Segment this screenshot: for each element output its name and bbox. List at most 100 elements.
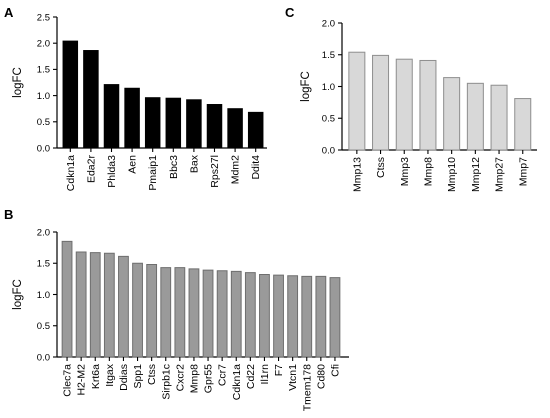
category-label-mmp12: Mmp12 [470, 157, 482, 192]
category-label-il1rn: Il1rn [259, 364, 271, 385]
bar-bbc3 [166, 98, 181, 148]
bar-cxcr2 [175, 268, 185, 357]
panel-letter-b: B [4, 207, 13, 222]
category-label-mmp7: Mmp7 [517, 157, 529, 186]
bar-mmp8 [420, 60, 436, 150]
bar-mmp13 [349, 52, 365, 150]
bar-eda2r [84, 51, 99, 148]
bar-ctss [147, 265, 157, 358]
bar-cdkn1a [63, 41, 78, 148]
y-tick-label: 0.5 [37, 321, 50, 332]
y-tick-label: 0.5 [322, 114, 335, 125]
panel-letter-c: C [285, 5, 295, 20]
bar-clec7a [62, 241, 72, 357]
category-label-ctss: Ctss [375, 157, 387, 178]
y-tick-label: 1.5 [37, 65, 50, 76]
bar-mmp3 [396, 59, 412, 150]
category-label-sirpb1c: Sirpb1c [160, 364, 172, 400]
bar-bax [187, 100, 202, 148]
bar-mmp10 [444, 78, 460, 150]
category-label-aen: Aen [127, 155, 139, 174]
category-label-ddias: Ddias [118, 364, 130, 391]
y-axis-title: logFC [12, 279, 24, 310]
y-tick-label: 0.0 [37, 352, 50, 363]
bar-tmem178 [302, 276, 312, 357]
category-label-ctss: Ctss [146, 364, 158, 385]
category-label-mmp8: Mmp8 [188, 364, 200, 393]
y-axis-title: logFC [300, 71, 312, 102]
y-tick-label: 0.5 [37, 117, 50, 128]
chart-panel-c: C 0.0 0.5 1.0 1.5 2.0 logFC Mmp13 Ctss Mmp3 Mmp8 Mm… [285, 5, 537, 192]
bar-itgax [104, 253, 114, 357]
bar-mmp8 [189, 269, 199, 357]
bar-ctss [373, 55, 389, 150]
y-tick-label: 0.0 [322, 145, 335, 156]
bar-cd80 [316, 276, 326, 357]
category-label-phlda3: Phlda3 [106, 155, 118, 188]
y-tick-label: 2.0 [37, 39, 50, 50]
category-label-spp1: Spp1 [132, 364, 144, 389]
category-label-mmp8: Mmp8 [422, 157, 434, 186]
category-label-tmem178: Tmem178 [301, 364, 313, 411]
y-tick-label: 1.0 [322, 82, 335, 93]
bar-cfi [330, 278, 340, 357]
category-label-h2-m2: H2-M2 [76, 364, 88, 396]
category-label-mdm2: Mdm2 [230, 155, 242, 184]
category-label-mmp27: Mmp27 [494, 157, 506, 192]
category-label-clec7a: Clec7a [62, 364, 74, 397]
bar-cdkn1a [231, 271, 241, 357]
category-label-cd22: Cd22 [245, 364, 257, 389]
y-tick-label: 1.0 [37, 290, 50, 301]
bar-mmp12 [467, 83, 483, 150]
category-label-cdkn1a: Cdkn1a [65, 155, 77, 191]
bar-f7 [274, 275, 284, 357]
bar-vtcn1 [288, 276, 298, 357]
category-label-mmp3: Mmp3 [399, 157, 411, 186]
bar-phlda3 [104, 85, 119, 148]
y-tick-label: 0.0 [37, 143, 50, 154]
y-axis-title: logFC [12, 67, 24, 98]
bar-ddias [119, 256, 129, 357]
category-label-krt6a: Krt6a [90, 364, 102, 389]
category-label-itgax: Itgax [104, 363, 116, 387]
category-label-ccr7: Ccr7 [217, 364, 229, 386]
category-label-vtcn1: Vtcn1 [287, 364, 299, 391]
category-label-cdkn1a: Cdkn1a [231, 364, 243, 400]
y-tick-label: 1.5 [37, 259, 50, 270]
y-tick-label: 1.0 [37, 91, 50, 102]
chart-panel-b: B 0.0 0.5 1.0 1.5 2.0 logFC Clec7a H2-M2 Krt6a Itg… [4, 207, 349, 411]
bar-mmp27 [491, 85, 507, 150]
bar-aen [125, 88, 140, 148]
y-tick-label: 1.5 [322, 50, 335, 61]
bar-pmaip1 [145, 98, 160, 148]
category-label-ddit4: Ddit4 [250, 155, 262, 180]
category-label-cd80: Cd80 [315, 364, 327, 389]
category-label-mmp13: Mmp13 [351, 157, 363, 192]
category-label-rps27l: Rps27l [209, 155, 221, 188]
category-label-bax: Bax [188, 154, 200, 173]
y-tick-label: 2.5 [37, 12, 50, 23]
category-label-cfi: Cfi [329, 364, 341, 377]
category-label-bbc3: Bbc3 [168, 155, 180, 179]
bar-ddit4 [248, 112, 263, 148]
bar-h2-m2 [76, 252, 86, 357]
category-label-cxcr2: Cxcr2 [174, 364, 186, 392]
bar-mmp7 [515, 99, 531, 150]
category-label-eda2r: Eda2r [85, 155, 97, 184]
bar-il1rn [260, 275, 270, 358]
bar-mdm2 [228, 109, 243, 148]
panel-letter-a: A [4, 5, 14, 20]
bar-rps27l [207, 105, 222, 148]
chart-panel-a: A 0.0 0.5 1.0 1.5 2.0 2.5 logFC Cdkn1a Eda2r Phlda… [4, 5, 267, 191]
bar-cd22 [245, 273, 255, 357]
category-label-f7: F7 [273, 364, 285, 376]
bar-gpr55 [203, 270, 213, 357]
y-tick-label: 2.0 [322, 18, 335, 29]
bar-ccr7 [217, 271, 227, 357]
y-tick-label: 2.0 [37, 227, 50, 238]
category-label-mmp10: Mmp10 [446, 157, 458, 192]
bar-spp1 [133, 263, 143, 357]
bar-sirpb1c [161, 268, 171, 357]
bar-krt6a [90, 253, 100, 357]
